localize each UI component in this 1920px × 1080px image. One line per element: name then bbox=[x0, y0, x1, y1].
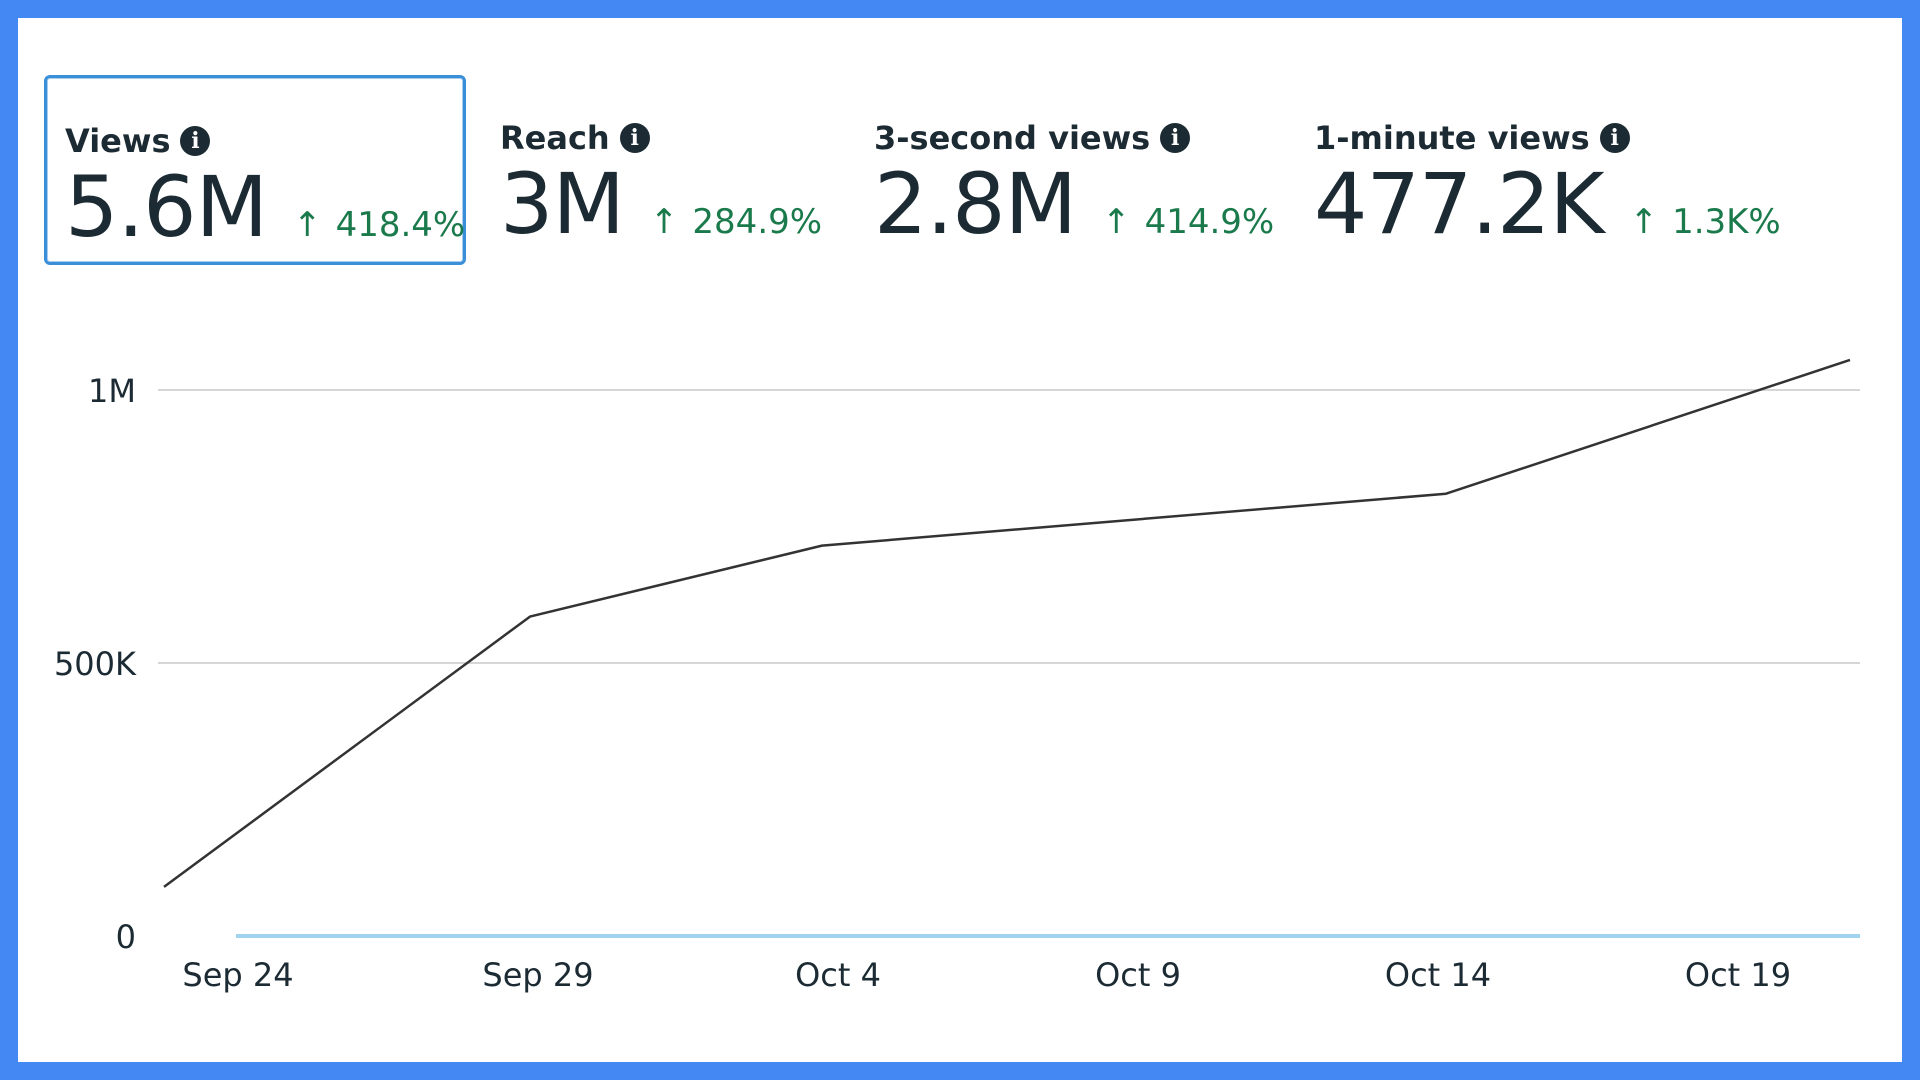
metric-label: 1-minute views bbox=[1314, 119, 1590, 157]
x-tick-label: Oct 4 bbox=[795, 956, 881, 994]
metric-value: 477.2K bbox=[1314, 155, 1605, 253]
views-line-chart: 0 500K 1M Sep 24 Sep 29 Oct 4 Oct 9 Oct 14 Oct 1… bbox=[18, 18, 1902, 1062]
metric-change: ↑ 414.9% bbox=[1102, 202, 1274, 242]
chart-svg: 0 500K 1M Sep 24 Sep 29 Oct 4 Oct 9 Oct 14 Oct 1… bbox=[54, 358, 1860, 994]
metric-label: Reach bbox=[500, 119, 610, 157]
metric-change-value: 414.9% bbox=[1144, 202, 1275, 242]
metric-tab-3-second-views[interactable]: 3-second views i 2.8M ↑ 414.9% bbox=[874, 75, 1274, 265]
metric-change: ↑ 1.3K% bbox=[1630, 202, 1781, 242]
arrow-up-icon: ↑ bbox=[649, 202, 679, 242]
y-tick-label: 0 bbox=[116, 918, 136, 956]
info-icon[interactable]: i bbox=[1160, 123, 1191, 153]
y-tick-label: 500K bbox=[54, 645, 137, 683]
metric-change-value: 418.4% bbox=[335, 205, 466, 245]
metric-change-value: 1.3K% bbox=[1672, 202, 1781, 242]
metric-tab-1-minute-views[interactable]: 1-minute views i 477.2K ↑ 1.3K% bbox=[1314, 75, 1781, 265]
x-tick-label: Oct 19 bbox=[1685, 956, 1791, 994]
metric-change-value: 284.9% bbox=[692, 202, 823, 242]
metric-change: ↑ 284.9% bbox=[650, 202, 822, 242]
insights-panel: Views i 5.6M ↑ 418.4% Reach i 3M ↑ 284.9 bbox=[18, 18, 1902, 1062]
x-tick-label: Oct 14 bbox=[1385, 956, 1491, 994]
metric-label: 3-second views bbox=[874, 119, 1151, 157]
series-line-views bbox=[163, 358, 1851, 888]
metric-tabs: Views i 5.6M ↑ 418.4% Reach i 3M ↑ 284.9 bbox=[18, 18, 1902, 278]
metric-change: ↑ 418.4% bbox=[293, 205, 465, 245]
metric-value: 2.8M bbox=[874, 155, 1077, 253]
x-tick-label: Oct 9 bbox=[1095, 956, 1181, 994]
metric-tab-views[interactable]: Views i 5.6M ↑ 418.4% bbox=[44, 75, 466, 265]
arrow-up-icon: ↑ bbox=[1102, 202, 1131, 242]
metric-value: 3M bbox=[500, 155, 625, 253]
info-icon[interactable]: i bbox=[180, 126, 211, 156]
arrow-up-icon: ↑ bbox=[1629, 202, 1659, 242]
metric-label: Views bbox=[65, 122, 171, 160]
y-tick-label: 1M bbox=[88, 372, 136, 410]
x-tick-label: Sep 29 bbox=[482, 956, 593, 994]
arrow-up-icon: ↑ bbox=[293, 205, 322, 245]
info-icon[interactable]: i bbox=[619, 123, 650, 153]
x-tick-label: Sep 24 bbox=[182, 956, 293, 994]
metric-tab-reach[interactable]: Reach i 3M ↑ 284.9% bbox=[500, 75, 840, 265]
info-icon[interactable]: i bbox=[1599, 123, 1630, 153]
metric-value: 5.6M bbox=[65, 158, 268, 256]
